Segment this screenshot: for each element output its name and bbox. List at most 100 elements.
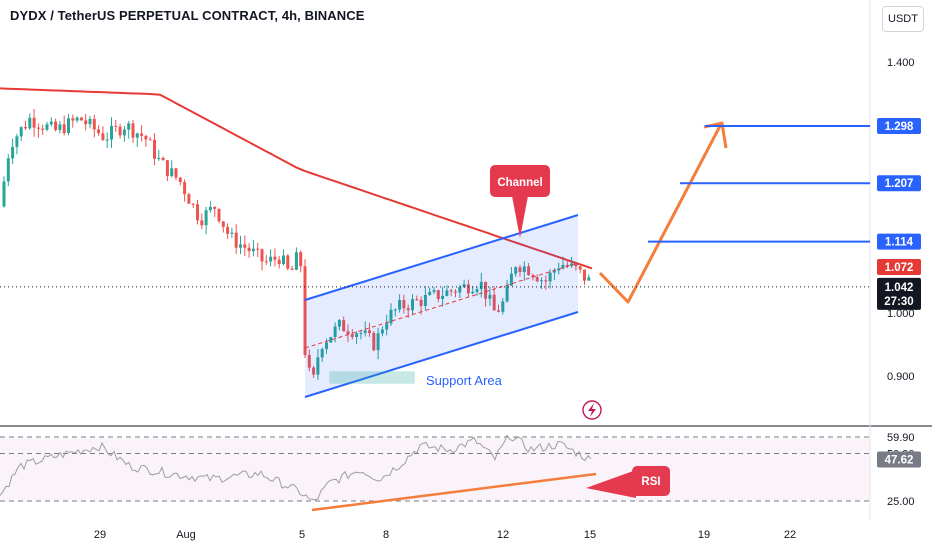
candle-body xyxy=(368,330,371,333)
candle-body xyxy=(127,123,131,130)
candle xyxy=(79,116,83,121)
candle xyxy=(36,123,40,138)
candle-body xyxy=(200,220,204,226)
candle-body xyxy=(342,320,346,332)
candle-body xyxy=(97,129,101,134)
price-level-badge-text: 1.207 xyxy=(885,178,914,190)
candle xyxy=(372,331,376,352)
candle-body xyxy=(531,275,535,278)
candle xyxy=(337,319,341,331)
rsi-tick-label: 59.90 xyxy=(887,432,915,444)
candle-body xyxy=(213,206,217,209)
current-price-badge-bg xyxy=(877,277,921,310)
rsi-pane[interactable] xyxy=(0,428,870,520)
candle xyxy=(118,123,122,139)
candle-body xyxy=(355,333,359,338)
candle xyxy=(497,304,500,313)
candle-body xyxy=(522,266,526,273)
candle xyxy=(88,115,92,129)
candle-body xyxy=(325,342,328,350)
candle xyxy=(114,119,118,132)
candle-body xyxy=(307,355,311,368)
candle-body xyxy=(170,168,174,177)
candle xyxy=(256,242,260,257)
candle-body xyxy=(28,117,32,129)
channel-mid-line xyxy=(304,262,579,349)
candle-body xyxy=(105,139,109,141)
candle xyxy=(282,249,285,266)
candle xyxy=(260,248,264,271)
candle-body xyxy=(497,310,500,312)
rsi-callout: RSI xyxy=(586,466,670,498)
candle-body xyxy=(256,248,260,250)
rsi-band xyxy=(0,438,870,501)
candle-body xyxy=(234,232,238,248)
price-level-badge: 1.298 xyxy=(877,118,921,135)
forecast-arrow xyxy=(598,125,722,304)
candle xyxy=(423,286,427,311)
candle-body xyxy=(402,300,406,309)
support-area-label-bg xyxy=(423,371,515,389)
candles-group xyxy=(2,108,591,380)
candle xyxy=(350,329,354,340)
candle xyxy=(557,262,561,275)
candle-body xyxy=(462,284,466,288)
candle xyxy=(514,266,518,277)
candle-body xyxy=(88,118,92,125)
candle-body xyxy=(11,146,15,159)
candle-body xyxy=(208,206,212,211)
candle-body xyxy=(411,299,414,311)
candle-body xyxy=(6,158,10,182)
candle-body xyxy=(518,267,522,273)
candle xyxy=(393,308,397,317)
candle-body xyxy=(423,294,427,306)
candle-body xyxy=(54,121,58,131)
channel-lower-line xyxy=(304,311,579,398)
candle-body xyxy=(36,127,40,129)
candle xyxy=(135,132,139,147)
candle-body xyxy=(329,337,333,343)
candle-body xyxy=(140,133,144,136)
candle xyxy=(277,256,281,269)
candle xyxy=(402,294,406,314)
currency-selector[interactable]: USDT xyxy=(882,6,924,32)
candle xyxy=(359,330,363,340)
candle xyxy=(217,208,221,224)
lightning-icon[interactable] xyxy=(582,400,602,420)
candle-body xyxy=(45,124,49,130)
candle xyxy=(196,199,199,225)
price-level-badge-text: 1.114 xyxy=(885,237,914,249)
candle-body xyxy=(570,263,574,267)
candle-body xyxy=(62,124,66,134)
x-tick-label: 19 xyxy=(698,529,710,541)
price-pane[interactable] xyxy=(0,0,870,425)
ma-value-badge: 1.072 xyxy=(877,258,921,275)
rsi-group xyxy=(0,434,870,512)
candle xyxy=(522,261,526,281)
candle-body xyxy=(273,256,277,260)
support-area-label: Support Area xyxy=(423,371,515,389)
candle xyxy=(67,113,70,136)
candle-body xyxy=(557,268,561,271)
candle xyxy=(243,235,247,257)
candle xyxy=(131,120,135,144)
candle xyxy=(191,202,195,209)
candle-body xyxy=(110,125,113,140)
chart-title: DYDX / TetherUS PERPETUAL CONTRACT, 4h, … xyxy=(10,8,365,23)
candle xyxy=(97,125,101,136)
candle xyxy=(346,324,350,343)
candle xyxy=(75,116,79,123)
x-tick-label: Aug xyxy=(176,529,196,541)
candle-body xyxy=(243,244,247,248)
candle-body xyxy=(303,266,307,356)
candle xyxy=(110,117,113,148)
candle-body xyxy=(419,299,423,306)
candle xyxy=(148,136,152,141)
candle xyxy=(368,322,371,337)
rsi-value-badge-bg xyxy=(877,451,921,468)
candle-body xyxy=(320,349,324,358)
support-area-box xyxy=(329,371,415,384)
candle-body xyxy=(247,247,251,252)
candle-body xyxy=(221,221,225,227)
